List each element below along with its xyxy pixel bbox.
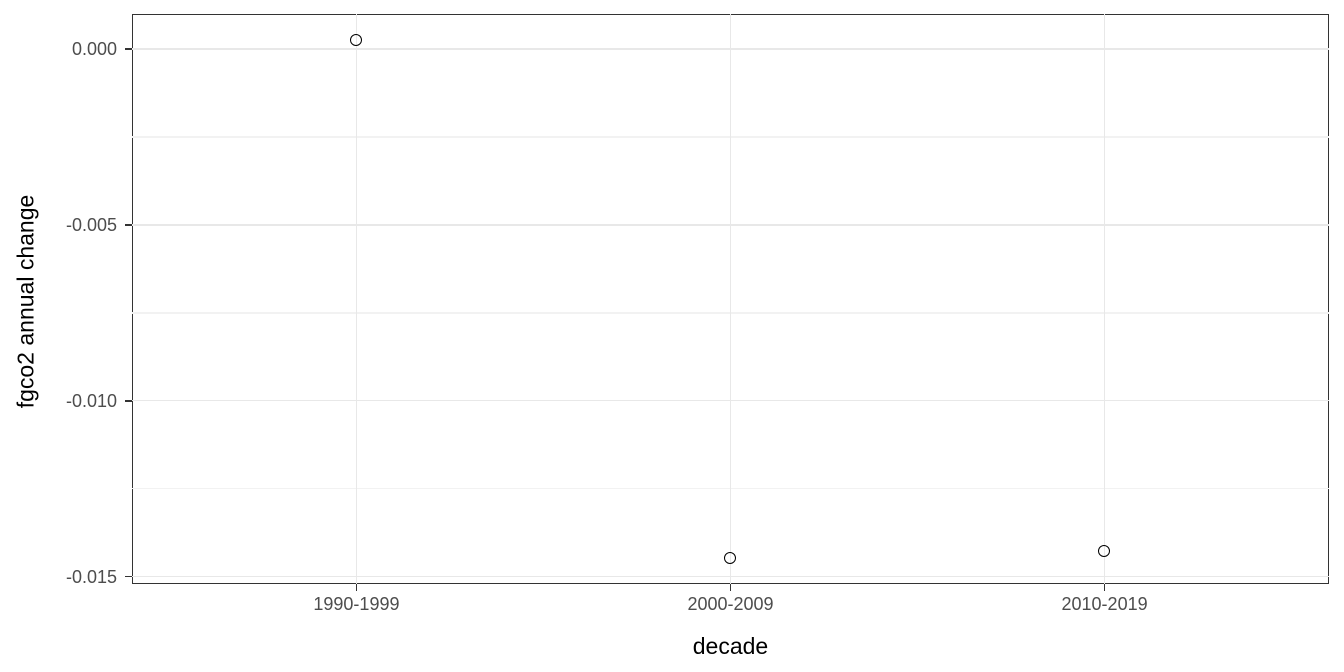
x-tick-label: 2000-2009	[687, 594, 774, 614]
y-axis-tick	[125, 399, 132, 402]
x-axis-tick	[355, 584, 358, 591]
data-point	[1097, 545, 1110, 558]
data-point	[723, 552, 736, 565]
x-tick-label: 1990-1999	[313, 594, 400, 614]
gridline-major-x	[355, 14, 358, 584]
y-axis-tick	[125, 224, 132, 226]
y-tick-label: -0.010	[65, 390, 117, 411]
y-tick-label: -0.015	[65, 566, 117, 587]
y-tick-label: 0.000	[71, 39, 117, 60]
y-tick-label: -0.005	[65, 214, 117, 235]
x-tick-label: 2010-2019	[1061, 594, 1148, 614]
x-axis-title: decade	[692, 633, 769, 659]
y-axis-tick	[125, 575, 132, 578]
y-axis-title: fgco2 annual change	[12, 194, 39, 409]
data-point	[349, 33, 362, 46]
gridline-major-x	[1103, 14, 1106, 584]
y-axis-tick	[125, 48, 132, 50]
x-axis-tick	[729, 584, 732, 591]
gridline-major-x	[729, 14, 732, 584]
x-axis-tick	[1103, 584, 1106, 591]
